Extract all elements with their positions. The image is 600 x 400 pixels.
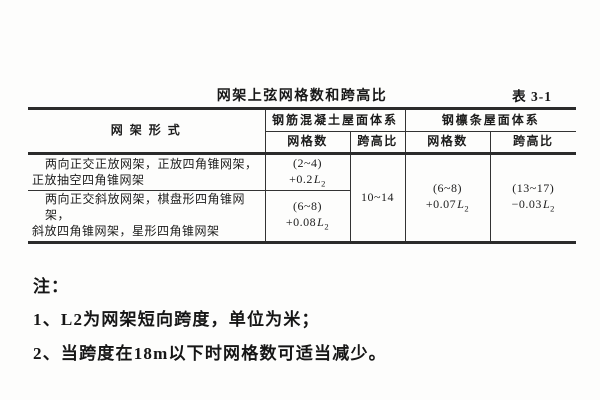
- form-row2-line1: 两向正交斜放网架，棋盘形四角锥网架，: [45, 192, 246, 223]
- note-item-1: 1、L2为网架短向跨度，单位为米；: [33, 310, 320, 329]
- grid-count-steel-cell: (6~8) +0.07L2: [405, 153, 491, 243]
- grid-count-cell-row1: (2~4) +0.2L2: [265, 153, 351, 192]
- header-span-ratio-steel: 跨高比: [490, 131, 577, 155]
- header-grid-count-concrete: 网格数: [265, 131, 351, 155]
- header-span-ratio-concrete: 跨高比: [350, 131, 406, 155]
- formula-coef: −0.03: [511, 197, 542, 212]
- form-row2-line2: 斜放四角锥网架，星形四角锥网架: [32, 224, 220, 239]
- table-row: 两向正交正放网架，正放四角锥网架， 正放抽空四角锥网架 (2~4) +0.2L2…: [28, 153, 576, 243]
- note-item-2: 2、当跨度在18m以下时网格数可适当减少。: [33, 344, 387, 363]
- form-cell-row1: 两向正交正放网架，正放四角锥网架， 正放抽空四角锥网架: [28, 153, 266, 192]
- grid-formula-steel: +0.07L2: [408, 197, 488, 215]
- formula-variable: L: [317, 215, 325, 230]
- page-title: 网架上弦网格数和跨高比: [216, 89, 388, 104]
- ratio-range-steel: (13~17): [512, 181, 555, 196]
- grid-formula-row1: +0.2L2: [268, 172, 348, 190]
- grid-table: 网 架 形 式 钢筋混凝土屋面体系 钢檩条屋面体系 网格数 跨高比 网格数 跨高…: [28, 107, 577, 244]
- formula-subscript: 2: [464, 203, 470, 214]
- table-header-row-groups: 网 架 形 式 钢筋混凝土屋面体系 钢檩条屋面体系: [28, 108, 577, 155]
- table-header-row-subcolumns: 网格数 跨高比 网格数 跨高比: [28, 131, 577, 155]
- form-row1-line2: 正放抽空四角锥网架: [32, 172, 145, 187]
- formula-variable: L: [313, 171, 322, 186]
- notes-section: 注： 1、L2为网架短向跨度，单位为米； 2、当跨度在18m以下时网格数可适当减…: [33, 272, 573, 373]
- notes-heading: 注：: [33, 277, 69, 296]
- formula-subscript: 2: [550, 203, 555, 214]
- title-row: 网架上弦网格数和跨高比 表 3-1: [28, 85, 576, 104]
- header-steel-system: 钢檩条屋面体系: [405, 108, 577, 132]
- formula-variable: L: [457, 197, 465, 212]
- formula-coef: +0.2: [289, 171, 313, 186]
- grid-count-cell-row2: (6~8) +0.08L2: [265, 190, 351, 243]
- formula-subscript: 2: [324, 221, 330, 232]
- grid-formula-row2: +0.08L2: [268, 215, 348, 233]
- formula-coef: +0.08: [285, 215, 317, 230]
- formula-coef: +0.07: [425, 197, 457, 212]
- form-row1-line1: 两向正交正放网架，正放四角锥网架，: [45, 156, 258, 171]
- grid-range-row1: (2~4): [293, 156, 322, 170]
- formula-subscript: 2: [321, 178, 326, 189]
- header-concrete-system: 钢筋混凝土屋面体系: [265, 108, 406, 132]
- span-ratio-steel-cell: (13~17) −0.03L2: [490, 154, 576, 243]
- formula-variable: L: [542, 197, 551, 212]
- header-grid-count-steel: 网格数: [405, 131, 491, 155]
- span-ratio-concrete-cell: 10~14: [350, 153, 406, 243]
- grid-range-steel: (6~8): [433, 181, 462, 196]
- header-form: 网 架 形 式: [28, 108, 266, 155]
- grid-range-row2: (6~8): [293, 199, 322, 214]
- table-number: 表 3-1: [512, 89, 552, 104]
- table-row: 两向正交斜放网架，棋盘形四角锥网架， 斜放四角锥网架，星形四角锥网架 (6~8)…: [28, 190, 576, 243]
- form-cell-row2: 两向正交斜放网架，棋盘形四角锥网架， 斜放四角锥网架，星形四角锥网架: [28, 190, 266, 243]
- ratio-formula-steel: −0.03L2: [493, 197, 575, 215]
